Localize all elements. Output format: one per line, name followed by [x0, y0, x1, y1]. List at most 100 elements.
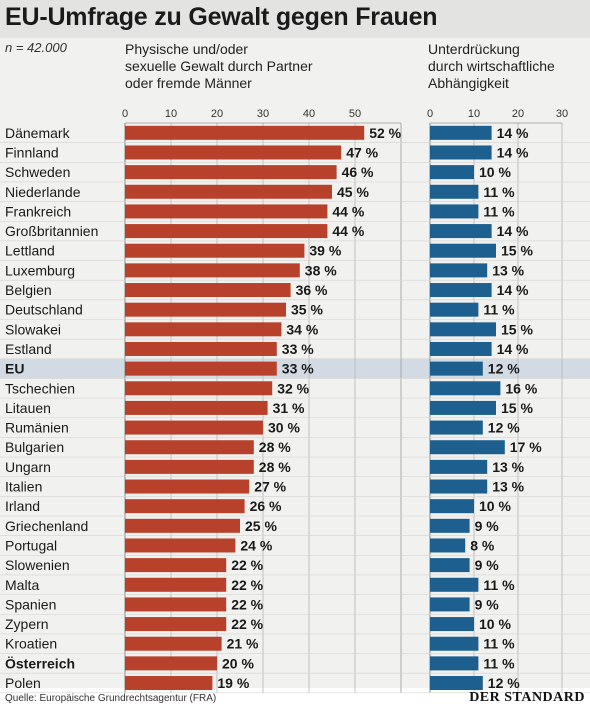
right-value-label: 10 %	[479, 616, 511, 632]
left-value-label: 45 %	[337, 184, 369, 200]
right-value-label: 9 %	[475, 518, 500, 534]
right-value-label: 11 %	[483, 636, 515, 652]
category-label: Italien	[5, 479, 42, 495]
left-bar	[125, 518, 240, 533]
category-label: Luxemburg	[5, 262, 75, 278]
left-bar	[125, 165, 337, 180]
left-bar	[125, 558, 227, 573]
left-value-label: 19 %	[217, 675, 249, 691]
left-value-label: 44 %	[332, 223, 364, 239]
right-value-label: 11 %	[483, 184, 515, 200]
category-label: Estland	[5, 341, 52, 357]
category-label: Österreich	[5, 655, 75, 671]
left-value-label: 52 %	[369, 125, 401, 141]
left-value-label: 34 %	[286, 321, 318, 337]
right-panel-title-line: Abhängigkeit	[428, 75, 509, 91]
right-value-label: 13 %	[492, 479, 524, 495]
left-value-label: 38 %	[305, 262, 337, 278]
right-bar	[430, 440, 505, 455]
right-bar	[430, 597, 470, 612]
title-bar: EU-Umfrage zu Gewalt gegen Frauen	[0, 0, 590, 39]
right-bar	[430, 204, 479, 219]
right-value-label: 11 %	[483, 203, 515, 219]
left-bar	[125, 322, 282, 337]
left-panel-title-line: oder fremde Männer	[125, 75, 252, 91]
right-panel-title: Unterdrückung durch wirtschaftliche Abhä…	[428, 41, 555, 92]
left-bar	[125, 676, 213, 691]
left-value-label: 46 %	[342, 164, 374, 180]
left-bar	[125, 440, 254, 455]
category-label: Schweden	[5, 164, 70, 180]
category-label: Ungarn	[5, 459, 51, 475]
right-bar	[430, 459, 488, 474]
publisher-logo: DER STANDARD	[469, 690, 585, 705]
right-bar	[430, 499, 474, 514]
right-bar	[430, 538, 466, 553]
right-value-label: 14 %	[497, 223, 529, 239]
right-bar	[430, 656, 479, 671]
category-label: Kroatien	[5, 636, 57, 652]
left-bar	[125, 499, 245, 514]
right-bar	[430, 636, 479, 651]
left-panel-title-line: Physische und/oder	[125, 41, 248, 57]
right-value-label: 12 %	[488, 361, 520, 377]
left-bar	[125, 184, 332, 199]
right-bar	[430, 125, 492, 140]
category-label: Belgien	[5, 282, 52, 298]
right-tick-label: 30	[556, 108, 568, 120]
left-tick-label: 40	[303, 108, 315, 120]
category-label: Slowakei	[5, 321, 61, 337]
left-value-label: 44 %	[332, 203, 364, 219]
left-bar	[125, 283, 291, 298]
category-label: Großbritannien	[5, 223, 98, 239]
left-value-label: 22 %	[231, 596, 263, 612]
left-bar	[125, 243, 305, 258]
left-value-label: 33 %	[282, 341, 314, 357]
right-value-label: 10 %	[479, 498, 511, 514]
right-value-label: 13 %	[492, 459, 524, 475]
category-label: Zypern	[5, 616, 49, 632]
category-label: Tschechien	[5, 380, 75, 396]
right-value-label: 9 %	[475, 557, 500, 573]
category-label: Deutschland	[5, 302, 83, 318]
left-bar	[125, 597, 227, 612]
left-tick-label: 10	[165, 108, 177, 120]
right-value-label: 12 %	[488, 420, 520, 436]
left-tick-label: 50	[349, 108, 361, 120]
chart-title: EU-Umfrage zu Gewalt gegen Frauen	[5, 3, 438, 31]
right-value-label: 10 %	[479, 164, 511, 180]
right-tick-label: 20	[512, 108, 524, 120]
category-label: Spanien	[5, 596, 56, 612]
right-bar	[430, 558, 470, 573]
right-value-label: 11 %	[483, 302, 515, 318]
category-label: Polen	[5, 675, 41, 691]
left-tick-label: 20	[211, 108, 223, 120]
right-value-label: 11 %	[483, 577, 515, 593]
right-value-label: 9 %	[475, 596, 500, 612]
left-bar	[125, 263, 300, 278]
left-value-label: 26 %	[250, 498, 282, 514]
right-value-label: 12 %	[488, 675, 520, 691]
right-bar	[430, 263, 488, 278]
category-label: Finnland	[5, 144, 59, 160]
right-value-label: 14 %	[497, 282, 529, 298]
left-bar	[125, 636, 222, 651]
right-bar	[430, 224, 492, 239]
right-value-label: 16 %	[505, 380, 537, 396]
category-label: Griechenland	[5, 518, 88, 534]
right-value-label: 15 %	[501, 243, 533, 259]
left-bar	[125, 125, 365, 140]
category-label: Bulgarien	[5, 439, 64, 455]
right-value-label: 15 %	[501, 400, 533, 416]
left-value-label: 30 %	[268, 420, 300, 436]
right-bar	[430, 243, 496, 258]
right-bar	[430, 479, 488, 494]
left-value-label: 24 %	[240, 537, 272, 553]
left-value-label: 25 %	[245, 518, 277, 534]
right-bar	[430, 518, 470, 533]
right-value-label: 14 %	[497, 125, 529, 141]
left-bar	[125, 617, 227, 632]
left-value-label: 47 %	[346, 144, 378, 160]
left-bar	[125, 361, 277, 376]
left-bar	[125, 577, 227, 592]
